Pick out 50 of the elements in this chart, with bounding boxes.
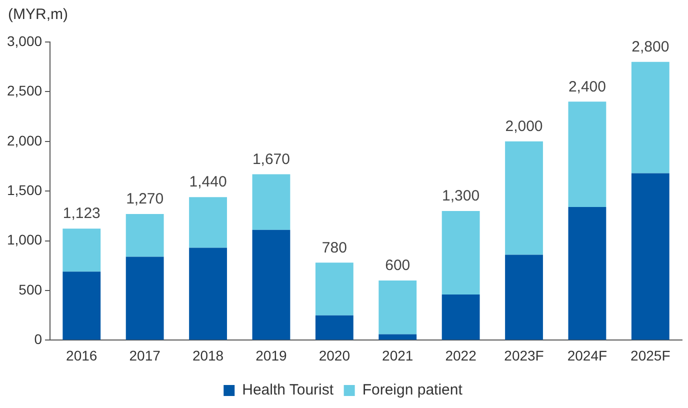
total-label: 780: [322, 239, 347, 256]
bar: [378, 280, 417, 334]
bar: [442, 210, 480, 294]
x-tick-label: 2019: [256, 347, 288, 364]
total-label: 1,440: [189, 174, 227, 191]
x-tick-label: 2016: [66, 347, 98, 364]
x-tick-label: 2020: [318, 347, 350, 364]
legend-label: Foreign patient: [362, 382, 464, 399]
bar: [126, 256, 164, 340]
legend-label: Health Tourist: [242, 382, 334, 399]
bar: [631, 62, 670, 174]
bar: [62, 272, 101, 340]
y-tick-label: 0: [34, 331, 42, 348]
total-label: 1,300: [442, 188, 480, 205]
y-tick-label: 2,500: [6, 82, 42, 99]
bar: [442, 294, 480, 340]
bar: [568, 102, 606, 208]
total-label: 1,270: [126, 190, 164, 208]
bar: [378, 334, 417, 340]
y-tick-label: 2,000: [6, 132, 42, 148]
x-tick-label: 2025F: [630, 347, 670, 364]
y-tick-label: 1,500: [6, 182, 42, 198]
bar: [252, 230, 290, 340]
total-label: 600: [385, 257, 410, 274]
y-tick-label: 1,000: [6, 232, 42, 248]
bar: [505, 254, 543, 340]
y-axis-title: (MYR,m): [8, 6, 68, 23]
total-label: 1,670: [252, 150, 290, 168]
x-tick-label: 2021: [382, 347, 414, 364]
x-tick-label: 2017: [129, 347, 161, 364]
bar: [315, 262, 354, 316]
x-tick-label: 2018: [192, 347, 224, 364]
total-label: 2,800: [632, 38, 670, 56]
bar: [189, 248, 227, 340]
total-label: 2,000: [505, 118, 543, 136]
bar: [505, 141, 543, 255]
x-tick-label: 2022: [445, 347, 477, 364]
x-tick-label: 2023F: [504, 347, 544, 364]
bar: [315, 315, 354, 340]
bar: [631, 173, 670, 340]
bar: [252, 174, 290, 230]
total-label: 2,400: [568, 78, 606, 96]
y-tick-label: 500: [18, 281, 42, 298]
total-label: 1,123: [62, 205, 100, 222]
bar: [568, 207, 606, 340]
x-tick-label: 2024F: [567, 347, 608, 364]
bar: [126, 214, 164, 257]
y-tick-label: 3,000: [6, 32, 42, 49]
bar: [189, 197, 227, 248]
bar: [62, 228, 101, 272]
